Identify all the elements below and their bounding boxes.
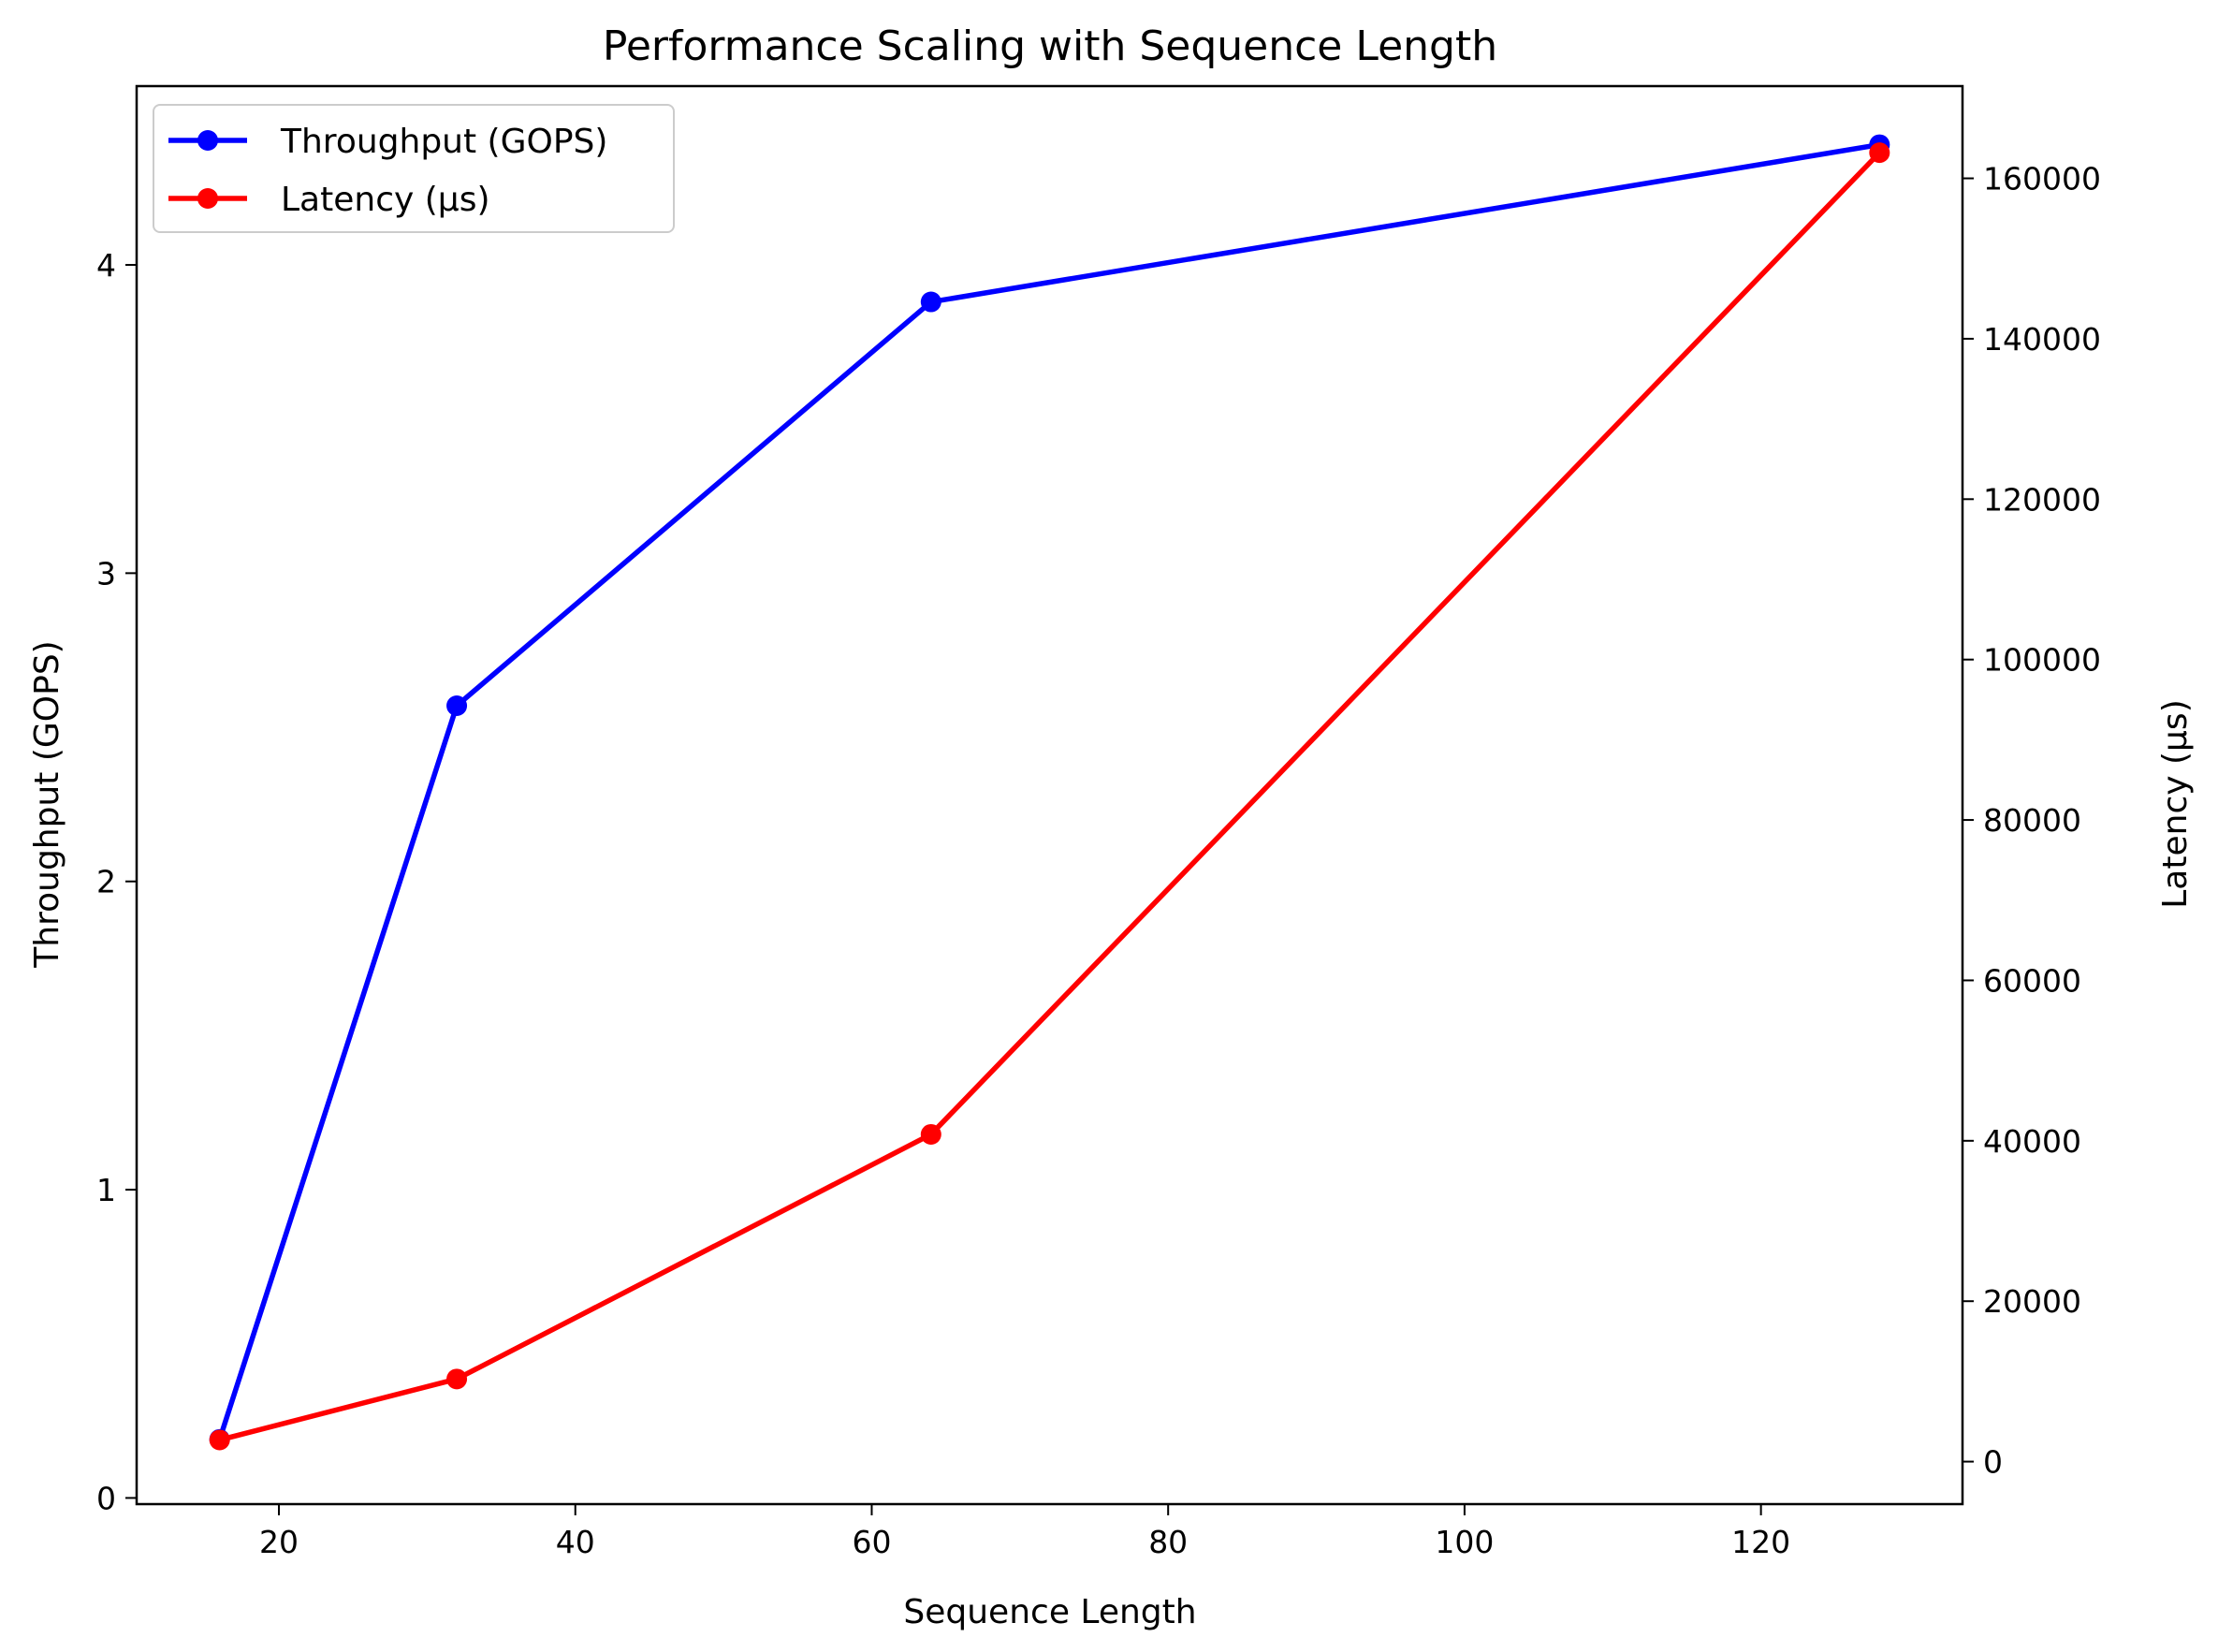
- y-axis-label-left: Throughput (GOPS): [28, 640, 66, 968]
- data-point-throughput: [920, 291, 941, 313]
- y-right-tick-label: 160000: [1983, 161, 2101, 197]
- ticks-layer: 20 40 60 80 100 12001234020000400006000080000…: [96, 161, 2101, 1560]
- x-tick-label: 100: [1435, 1524, 1494, 1560]
- data-point-latency: [209, 1429, 230, 1451]
- y-axis-label-right: Latency (µs): [2156, 699, 2195, 909]
- legend-label-throughput: Throughput (GOPS): [280, 123, 607, 161]
- x-axis-label: Sequence Length: [903, 1593, 1196, 1631]
- y-right-tick-label: 140000: [1983, 321, 2101, 358]
- x-tick-label: 120: [1731, 1524, 1790, 1560]
- y-right-tick-label: 20000: [1983, 1283, 2081, 1320]
- data-point-latency: [920, 1123, 941, 1145]
- legend-marker-throughput: [197, 130, 218, 151]
- y-right-tick-label: 0: [1983, 1444, 2003, 1481]
- chart-title: Performance Scaling with Sequence Length: [603, 22, 1497, 70]
- x-tick-label: 80: [1148, 1524, 1188, 1560]
- legend-box: [153, 104, 675, 233]
- y-right-tick-label: 100000: [1983, 642, 2101, 679]
- x-tick-label: 60: [852, 1524, 891, 1560]
- data-point-throughput: [446, 694, 468, 716]
- legend: Throughput (GOPS) Latency (µs): [153, 104, 675, 233]
- y-right-tick-label: 80000: [1983, 802, 2081, 839]
- series-latency: [209, 142, 1890, 1451]
- y-left-tick-label: 3: [96, 555, 116, 592]
- legend-marker-latency: [197, 188, 218, 209]
- series-layer: [209, 134, 1890, 1451]
- data-point-latency: [446, 1368, 468, 1390]
- y-right-tick-label: 40000: [1983, 1123, 2081, 1160]
- y-right-tick-label: 60000: [1983, 962, 2081, 999]
- y-left-tick-label: 1: [96, 1172, 116, 1208]
- legend-entries: Throughput (GOPS) Latency (µs): [168, 123, 607, 219]
- series-line-throughput: [216, 141, 1883, 1442]
- series-line-latency: [216, 150, 1883, 1443]
- x-tick-label: 40: [556, 1524, 595, 1560]
- y-left-tick-label: 4: [96, 247, 116, 284]
- y-right-tick-label: 120000: [1983, 481, 2101, 518]
- legend-entry-throughput: Throughput (GOPS): [168, 123, 607, 161]
- legend-label-latency: Latency (µs): [281, 181, 490, 219]
- y-left-tick-label: 0: [96, 1480, 116, 1516]
- plot-area-frame: [135, 84, 1964, 1506]
- x-tick-label: 20: [259, 1524, 299, 1560]
- data-point-latency: [1869, 142, 1890, 164]
- legend-entry-latency: Latency (µs): [168, 181, 490, 219]
- y-left-tick-label: 2: [96, 864, 116, 900]
